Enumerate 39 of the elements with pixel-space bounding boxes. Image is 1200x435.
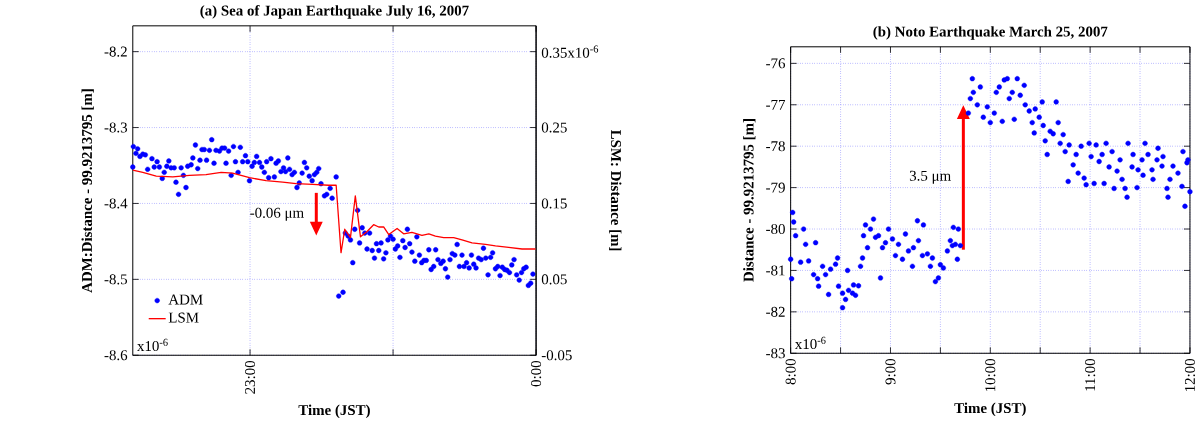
annotation: x10$^{-6}$ bbox=[137, 338, 168, 351]
y-tick-label: -8.3 bbox=[104, 122, 128, 133]
y2-axis-title: LSM: Distance [m] bbox=[609, 129, 622, 251]
annotation: -0.06 μm bbox=[250, 207, 304, 221]
y-tick-label: -79 bbox=[766, 182, 785, 193]
y2-tick-label: 0.35 bbox=[541, 47, 567, 58]
x-tick-label: 8:00 bbox=[785, 358, 796, 385]
y-tick-label: -8.4 bbox=[104, 198, 128, 209]
y-tick-label: -78 bbox=[766, 141, 785, 152]
y-axis-title: ADM:Distance - 99.9213795 [m] bbox=[81, 89, 94, 293]
y-axis-title: Distance - 99.9213795 [m] bbox=[743, 119, 756, 282]
x-axis-title: Time (JST) bbox=[954, 402, 1026, 417]
y-tick-label: -77 bbox=[766, 99, 786, 110]
x-tick-label: 10:00 bbox=[985, 358, 996, 392]
legend-label: ADM bbox=[168, 294, 203, 305]
y2-tick-label: 0.05 bbox=[541, 274, 567, 285]
x-tick-label: 23:00 bbox=[244, 360, 256, 394]
y2-tick-label: -0.05 bbox=[541, 350, 572, 361]
y-tick-label: -76 bbox=[766, 58, 786, 69]
y-tick-label: -81 bbox=[766, 265, 785, 276]
chart-title: (a) Sea of Japan Earthquake July 16, 2007 bbox=[200, 4, 469, 19]
text: x10$^{-6}$ bbox=[567, 45, 599, 58]
x-tick-label: 12:00 bbox=[1184, 358, 1196, 392]
annotation: 3.5 μm bbox=[909, 170, 951, 184]
legend-label: LSM bbox=[168, 312, 199, 323]
y-tick-label: -83 bbox=[766, 348, 785, 359]
y-tick-label: -8.6 bbox=[104, 350, 128, 361]
y2-tick-label: 0.25 bbox=[541, 122, 567, 133]
y-tick-label: -82 bbox=[766, 306, 785, 317]
y2-tick-label: 0.15 bbox=[541, 198, 567, 209]
x-tick-label: 0:00 bbox=[531, 360, 542, 387]
y-tick-label: -8.5 bbox=[104, 274, 128, 285]
chart-title: (b) Noto Earthquake March 25, 2007 bbox=[873, 26, 1108, 40]
y-tick-label: -8.2 bbox=[104, 46, 127, 57]
y-tick-label: -80 bbox=[766, 223, 785, 234]
x-tick-label: 9:00 bbox=[885, 358, 896, 385]
x-tick-label: 11:00 bbox=[1085, 358, 1096, 391]
annotation: x10$^{-6}$ bbox=[794, 336, 826, 350]
x-axis-title: Time (JST) bbox=[298, 404, 370, 419]
